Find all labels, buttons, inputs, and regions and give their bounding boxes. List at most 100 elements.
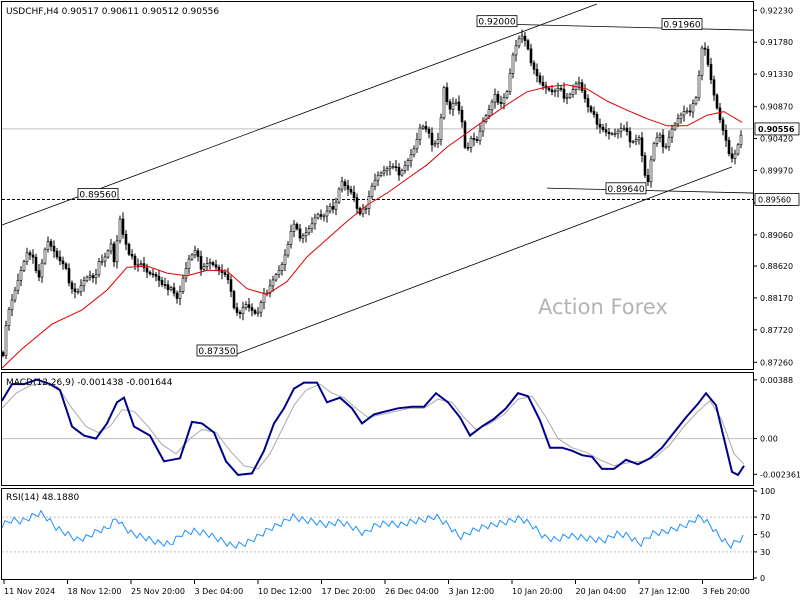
candle-body (121, 218, 125, 235)
price-annotation-box (196, 344, 238, 357)
candle-body (646, 175, 650, 183)
time-axis-label: 3 Jan 12:00 (449, 587, 495, 596)
time-axis-label: 10 Jan 20:00 (512, 587, 563, 596)
candle-body (589, 106, 593, 112)
candle-body (214, 264, 218, 268)
candle-body (85, 276, 89, 281)
candle-body (493, 93, 497, 103)
candle-body (709, 64, 713, 81)
candle-body (190, 254, 194, 260)
price-axis-label: 0.91780 (760, 38, 793, 47)
candle-body (550, 89, 554, 93)
current-price-label: 0.90556 (758, 125, 795, 134)
time-axis-label: 25 Nov 20:00 (131, 587, 185, 596)
candle-body (721, 119, 725, 131)
price-axis-label: 0.89970 (760, 166, 793, 175)
candle-body (46, 241, 50, 250)
candle-body (655, 137, 659, 144)
candle-body (226, 274, 230, 280)
candle-body (319, 214, 323, 217)
candle-body (25, 252, 29, 262)
candle-body (217, 266, 221, 271)
candle-body (232, 291, 236, 309)
macd-axis-label: 0.00 (760, 435, 778, 444)
support-line (546, 187, 755, 194)
candle-body (568, 94, 572, 98)
candle-body (163, 284, 167, 286)
candle-body (586, 98, 590, 108)
candle-body (397, 167, 401, 176)
price-annotation-box (476, 15, 518, 28)
candle-body (97, 261, 101, 276)
candle-body (622, 127, 626, 130)
candle-body (310, 223, 314, 229)
candle-body (154, 274, 158, 277)
candle-body (394, 166, 398, 168)
time-axis-label: 11 Nov 2024 (4, 587, 55, 596)
candle-body (553, 90, 557, 93)
candle-body (316, 214, 320, 219)
price-axis-label: 0.89060 (760, 231, 793, 240)
candle-body (172, 287, 176, 294)
candle-body (400, 170, 404, 176)
rsi-axis-label: 0 (760, 574, 765, 583)
watermark: Action Forex (538, 295, 668, 319)
candle-body (349, 189, 353, 193)
price-annotation-label: 0.89640 (607, 185, 644, 195)
candle-body (529, 48, 533, 64)
candle-body (331, 206, 335, 210)
moving-average-line (1, 84, 743, 369)
price-axis-label: 0.88620 (760, 262, 793, 271)
price-annotation-box (77, 188, 119, 200)
candle-body (64, 263, 68, 269)
candle-body (556, 88, 560, 92)
candle-body (673, 123, 677, 130)
candle-body (259, 302, 263, 313)
candle-body (148, 271, 152, 275)
candle-body (427, 128, 431, 134)
candle-body (67, 268, 71, 284)
candle-body (559, 88, 563, 90)
macd-axis-label: 0.00388 (760, 376, 793, 385)
candle-body (523, 35, 527, 41)
candle-body (631, 141, 635, 143)
candle-body (601, 126, 605, 131)
candle-body (385, 168, 389, 172)
candle-body (61, 260, 65, 265)
candle-body (253, 310, 257, 314)
price-title: USDCHF,H4 0.90517 0.90611 0.90512 0.9055… (6, 7, 219, 17)
candle-body (688, 110, 692, 113)
candle-body (19, 270, 23, 281)
candle-body (31, 254, 35, 258)
candle-body (634, 139, 638, 142)
candle-body (658, 134, 662, 138)
candle-body (412, 148, 416, 156)
price-axis-label: 0.87260 (760, 358, 793, 367)
candle-body (490, 101, 494, 111)
candle-body (724, 130, 728, 141)
macd-panel (1, 372, 754, 486)
macd-plot (1, 378, 753, 477)
candle-body (595, 114, 599, 125)
candle-body (277, 270, 281, 275)
candle-body (433, 143, 437, 146)
candle-body (448, 101, 452, 110)
candle-body (439, 117, 443, 140)
axis-labels: 0.92230 0.91780 0.91330 0.90870 0.90420 0.899… (3, 6, 800, 596)
candle-body (229, 279, 233, 292)
candle-body (70, 282, 74, 290)
candle-body (1, 352, 5, 356)
candle-body (34, 256, 38, 271)
candle-body (13, 289, 17, 301)
candle-body (505, 91, 509, 98)
candle-body (406, 160, 410, 167)
candle-body (487, 109, 491, 116)
candle-body (532, 62, 536, 70)
current-price-box (754, 122, 800, 136)
candle-body (478, 130, 482, 141)
level-price-box (754, 193, 800, 206)
macd-title: MACD(12,26,9) -0.001438 -0.001644 (6, 378, 173, 388)
candle-body (613, 133, 617, 135)
candle-body (28, 252, 32, 256)
